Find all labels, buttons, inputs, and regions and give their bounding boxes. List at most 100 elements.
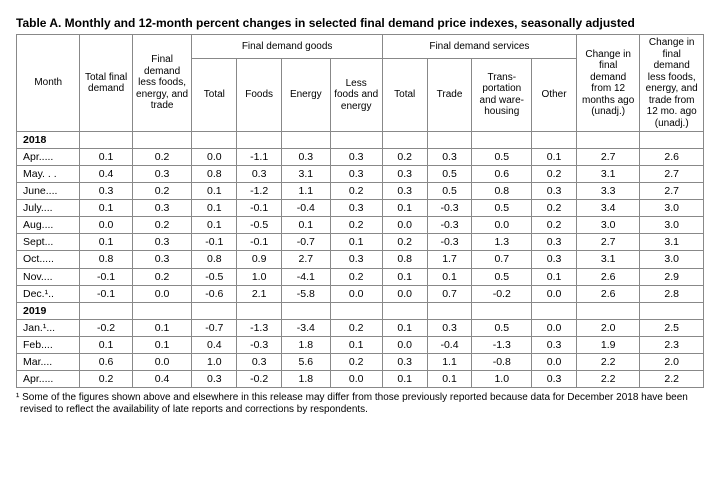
value-cell: 0.3: [132, 166, 192, 183]
value-cell: 1.9: [576, 336, 639, 353]
value-cell: 3.0: [576, 217, 639, 234]
empty-cell: [576, 302, 639, 319]
value-cell: 0.0: [132, 285, 192, 302]
value-cell: 0.2: [80, 370, 132, 387]
table-row: Aug....0.00.20.1-0.50.10.20.0-0.30.00.23…: [17, 217, 704, 234]
value-cell: 0.2: [382, 234, 427, 251]
value-cell: 0.1: [330, 234, 382, 251]
value-cell: 0.0: [472, 217, 532, 234]
value-cell: 0.1: [192, 217, 237, 234]
empty-cell: [382, 132, 427, 149]
value-cell: -0.2: [472, 285, 532, 302]
value-cell: 0.2: [330, 353, 382, 370]
value-cell: 2.7: [640, 183, 704, 200]
empty-cell: [237, 132, 282, 149]
value-cell: 0.5: [472, 319, 532, 336]
value-cell: -1.3: [472, 336, 532, 353]
value-cell: 0.3: [132, 234, 192, 251]
month-cell: Dec.¹..: [17, 285, 80, 302]
value-cell: 2.7: [282, 251, 331, 268]
value-cell: 0.3: [132, 251, 192, 268]
value-cell: -1.2: [237, 183, 282, 200]
value-cell: 0.0: [532, 319, 577, 336]
value-cell: 2.2: [576, 370, 639, 387]
value-cell: -0.1: [237, 200, 282, 217]
value-cell: 2.0: [640, 353, 704, 370]
col-final-demand-less: Final demand less foods, energy, and tra…: [132, 35, 192, 132]
month-cell: Nov....: [17, 268, 80, 285]
value-cell: 0.1: [192, 183, 237, 200]
value-cell: 0.3: [330, 149, 382, 166]
empty-cell: [640, 132, 704, 149]
value-cell: 0.8: [382, 251, 427, 268]
value-cell: 0.1: [330, 336, 382, 353]
col-change-12mo: Change in final demand from 12 months ag…: [576, 35, 639, 132]
value-cell: 0.3: [330, 200, 382, 217]
value-cell: 0.5: [427, 166, 472, 183]
value-cell: 0.1: [382, 370, 427, 387]
value-cell: -0.4: [427, 336, 472, 353]
value-cell: 0.1: [80, 336, 132, 353]
col-services-total: Total: [382, 58, 427, 131]
col-services-trans: Trans-portation and ware-housing: [472, 58, 532, 131]
table-row: Apr.....0.20.40.3-0.21.80.00.10.11.00.32…: [17, 370, 704, 387]
year-label: 2018: [17, 132, 80, 149]
value-cell: 0.3: [80, 183, 132, 200]
value-cell: 0.8: [192, 166, 237, 183]
value-cell: 0.1: [532, 268, 577, 285]
value-cell: 0.3: [382, 353, 427, 370]
value-cell: 1.0: [472, 370, 532, 387]
value-cell: 0.6: [80, 353, 132, 370]
value-cell: 0.2: [330, 217, 382, 234]
table-row: Feb....0.10.10.4-0.31.80.10.0-0.4-1.30.3…: [17, 336, 704, 353]
col-month: Month: [17, 35, 80, 132]
month-cell: Oct.....: [17, 251, 80, 268]
col-group-goods: Final demand goods: [192, 35, 382, 59]
table-footnote: ¹ Some of the figures shown above and el…: [16, 392, 704, 417]
value-cell: 0.0: [132, 353, 192, 370]
value-cell: 0.2: [132, 149, 192, 166]
table-row: Sept...0.10.3-0.1-0.1-0.70.10.2-0.31.30.…: [17, 234, 704, 251]
value-cell: 0.0: [80, 217, 132, 234]
value-cell: 3.0: [640, 217, 704, 234]
year-row: 2019: [17, 302, 704, 319]
value-cell: 0.3: [427, 149, 472, 166]
value-cell: 0.3: [532, 234, 577, 251]
col-change-12mo-less: Change in final demand less foods, energ…: [640, 35, 704, 132]
value-cell: 2.7: [576, 234, 639, 251]
value-cell: -0.3: [427, 200, 472, 217]
value-cell: 1.0: [192, 353, 237, 370]
value-cell: 2.3: [640, 336, 704, 353]
value-cell: 0.3: [132, 200, 192, 217]
empty-cell: [282, 132, 331, 149]
value-cell: 2.9: [640, 268, 704, 285]
value-cell: 0.0: [330, 370, 382, 387]
value-cell: -0.1: [237, 234, 282, 251]
value-cell: 2.6: [640, 149, 704, 166]
value-cell: 2.7: [640, 166, 704, 183]
value-cell: 0.0: [330, 285, 382, 302]
value-cell: 2.2: [576, 353, 639, 370]
value-cell: 0.1: [192, 200, 237, 217]
empty-cell: [237, 302, 282, 319]
value-cell: 0.3: [237, 166, 282, 183]
value-cell: -0.7: [282, 234, 331, 251]
value-cell: 2.7: [576, 149, 639, 166]
value-cell: 0.0: [532, 285, 577, 302]
empty-cell: [532, 132, 577, 149]
col-goods-less: Less foods and energy: [330, 58, 382, 131]
empty-cell: [192, 132, 237, 149]
value-cell: -1.1: [237, 149, 282, 166]
table-row: June....0.30.20.1-1.21.10.20.30.50.80.33…: [17, 183, 704, 200]
table-row: Oct.....0.80.30.80.92.70.30.81.70.70.33.…: [17, 251, 704, 268]
empty-cell: [80, 132, 132, 149]
empty-cell: [330, 132, 382, 149]
value-cell: 0.3: [330, 166, 382, 183]
empty-cell: [427, 302, 472, 319]
value-cell: 0.2: [532, 166, 577, 183]
value-cell: 0.8: [472, 183, 532, 200]
value-cell: 0.8: [80, 251, 132, 268]
value-cell: -1.3: [237, 319, 282, 336]
value-cell: -0.4: [282, 200, 331, 217]
value-cell: -0.1: [80, 268, 132, 285]
